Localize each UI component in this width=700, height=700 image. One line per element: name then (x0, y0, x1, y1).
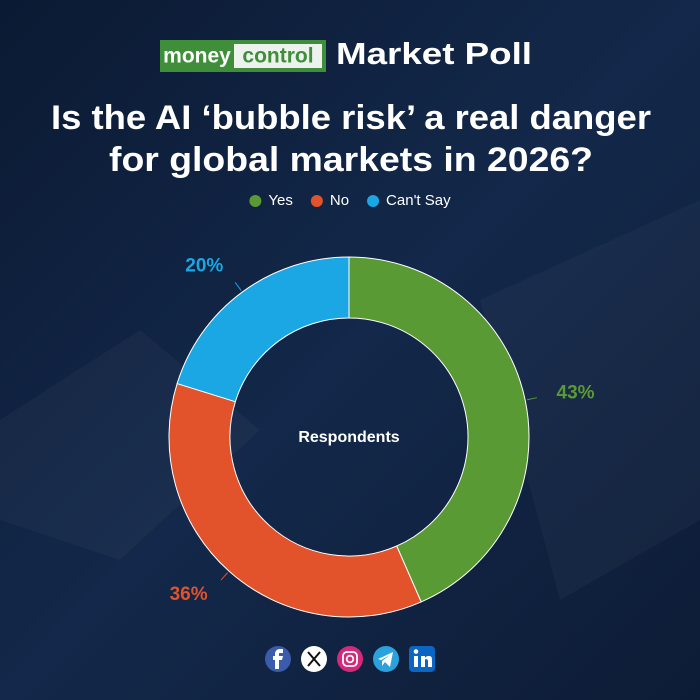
leader-line (527, 397, 538, 401)
chart-title: for global markets in 2026? (109, 141, 593, 179)
logo: money control (160, 40, 326, 72)
logo-text: control (242, 45, 313, 68)
legend: Yes No Can't Say (249, 192, 451, 209)
instagram-icon[interactable] (337, 646, 363, 672)
linkedin-glyph (413, 649, 419, 654)
legend-label: No (330, 192, 349, 209)
legend-label: Can't Say (386, 192, 451, 209)
legend-marker (249, 195, 262, 207)
linkedin-glyph (421, 656, 432, 667)
center-label: Respondents (298, 429, 399, 446)
linkedin-glyph (414, 656, 418, 667)
value-label: 43% (557, 383, 595, 404)
donut-segment (348, 256, 530, 603)
telegram-glyph (378, 652, 393, 667)
leader-line (220, 572, 229, 581)
leader-line (234, 282, 242, 291)
donut-segment (168, 382, 422, 618)
legend-marker (310, 195, 323, 207)
logo-box-inner (234, 44, 322, 68)
value-label: 36% (170, 584, 208, 605)
value-label: 20% (185, 255, 223, 276)
instagram-glyph (342, 651, 358, 667)
x-glyph (307, 651, 321, 667)
instagram-glyph (345, 654, 355, 664)
header-title: Market Poll (336, 36, 532, 71)
logo-text: money (163, 45, 231, 68)
legend-marker (367, 195, 380, 207)
legend-label: Yes (268, 192, 292, 209)
chart-title: Is the AI ‘bubble risk’ a real danger (51, 99, 651, 137)
facebook-glyph (273, 649, 283, 669)
donut-segment (176, 256, 350, 403)
social-icons (265, 646, 435, 672)
